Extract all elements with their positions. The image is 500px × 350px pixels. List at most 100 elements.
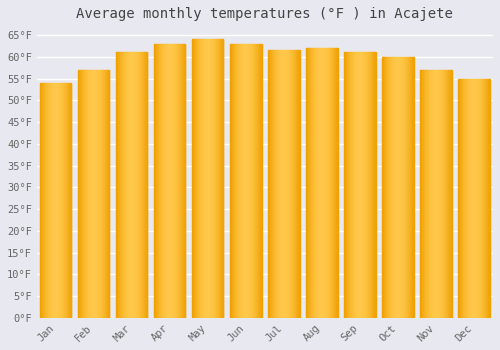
Bar <box>96 70 97 318</box>
Bar <box>133 52 134 318</box>
Bar <box>391 57 392 318</box>
Bar <box>306 48 307 318</box>
Bar <box>107 70 108 318</box>
Bar <box>250 44 251 318</box>
Bar <box>230 44 231 318</box>
Bar <box>421 70 422 318</box>
Bar <box>482 78 483 318</box>
Bar <box>268 50 269 318</box>
Bar <box>354 52 355 318</box>
Bar <box>168 44 170 318</box>
Bar <box>444 70 445 318</box>
Bar <box>82 70 83 318</box>
Bar <box>61 83 62 318</box>
Bar <box>209 39 210 318</box>
Bar <box>166 44 167 318</box>
Bar <box>199 39 200 318</box>
Bar <box>471 78 472 318</box>
Bar <box>218 39 219 318</box>
Bar <box>140 52 141 318</box>
Bar <box>433 70 434 318</box>
Bar <box>206 39 208 318</box>
Bar <box>425 70 426 318</box>
Bar <box>459 78 460 318</box>
Bar <box>410 57 411 318</box>
Bar <box>438 70 439 318</box>
Bar <box>46 83 47 318</box>
Bar <box>441 70 442 318</box>
Bar <box>247 44 248 318</box>
Bar <box>295 50 296 318</box>
Bar <box>160 44 161 318</box>
Bar <box>256 44 257 318</box>
Bar <box>309 48 310 318</box>
Bar <box>446 70 447 318</box>
Bar <box>436 70 438 318</box>
Bar <box>272 50 274 318</box>
Bar <box>412 57 413 318</box>
Bar <box>357 52 358 318</box>
Bar <box>167 44 168 318</box>
Bar <box>125 52 126 318</box>
Bar <box>312 48 313 318</box>
Bar <box>413 57 414 318</box>
Bar <box>158 44 160 318</box>
Bar <box>193 39 194 318</box>
Bar <box>60 83 61 318</box>
Bar <box>406 57 408 318</box>
Bar <box>277 50 278 318</box>
Bar <box>374 52 375 318</box>
Bar <box>157 44 158 318</box>
Bar <box>445 70 446 318</box>
Bar <box>480 78 481 318</box>
Bar <box>163 44 164 318</box>
Bar <box>106 70 107 318</box>
Bar <box>41 83 42 318</box>
Bar <box>287 50 288 318</box>
Bar <box>105 70 106 318</box>
Bar <box>210 39 211 318</box>
Bar <box>219 39 220 318</box>
Bar <box>52 83 54 318</box>
Bar <box>286 50 287 318</box>
Bar <box>348 52 349 318</box>
Bar <box>448 70 449 318</box>
Bar <box>172 44 173 318</box>
Bar <box>254 44 256 318</box>
Bar <box>99 70 100 318</box>
Bar <box>85 70 86 318</box>
Bar <box>68 83 69 318</box>
Bar <box>118 52 119 318</box>
Bar <box>208 39 209 318</box>
Bar <box>291 50 292 318</box>
Bar <box>423 70 424 318</box>
Bar <box>196 39 198 318</box>
Bar <box>253 44 254 318</box>
Bar <box>400 57 401 318</box>
Bar <box>232 44 233 318</box>
Bar <box>408 57 409 318</box>
Bar <box>332 48 333 318</box>
Bar <box>371 52 372 318</box>
Bar <box>134 52 135 318</box>
Bar <box>184 44 185 318</box>
Bar <box>240 44 241 318</box>
Bar <box>449 70 450 318</box>
Bar <box>94 70 95 318</box>
Bar <box>66 83 67 318</box>
Bar <box>298 50 299 318</box>
Bar <box>58 83 59 318</box>
Bar <box>346 52 347 318</box>
Bar <box>428 70 429 318</box>
Bar <box>278 50 279 318</box>
Bar <box>360 52 361 318</box>
Bar <box>466 78 467 318</box>
Bar <box>242 44 243 318</box>
Bar <box>275 50 276 318</box>
Bar <box>484 78 486 318</box>
Bar <box>395 57 396 318</box>
Bar <box>299 50 300 318</box>
Bar <box>83 70 84 318</box>
Bar <box>447 70 448 318</box>
Bar <box>430 70 431 318</box>
